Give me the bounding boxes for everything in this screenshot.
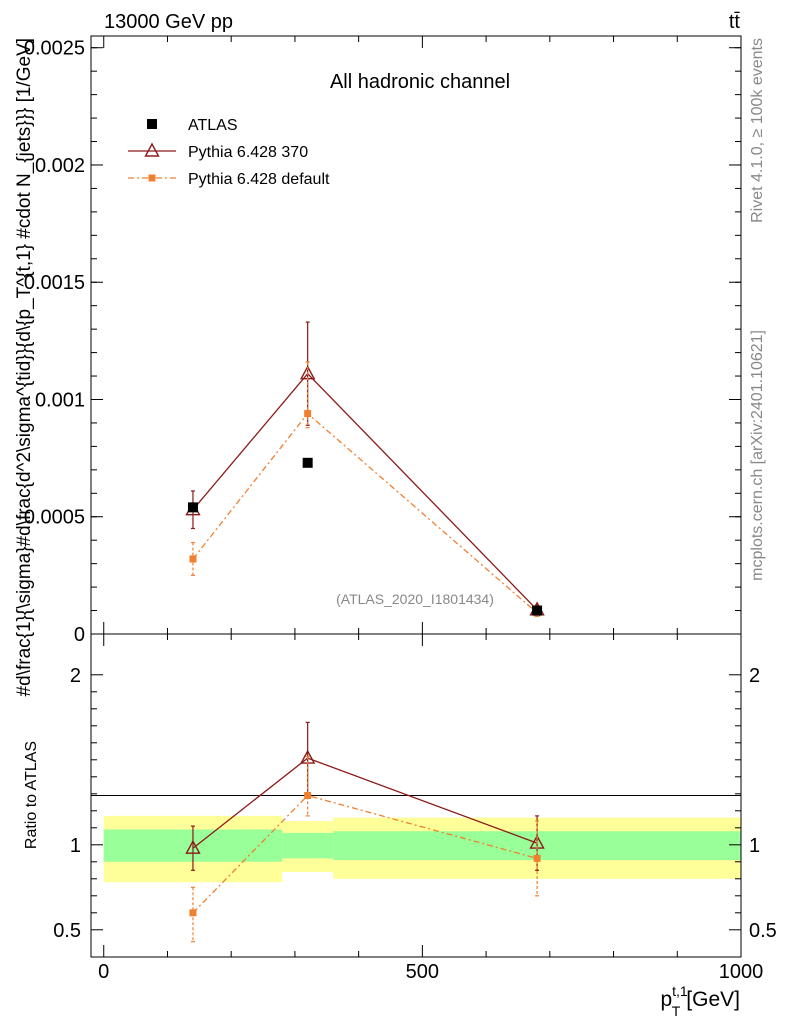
legend-marker-1 — [146, 144, 159, 156]
main-ytick-label-0: 0 — [74, 624, 85, 646]
ratio-xtick-label-2: 1000 — [719, 961, 764, 983]
data-point-0-0 — [188, 502, 198, 512]
ratio-ytick-label-right-0: 0.5 — [749, 920, 777, 942]
analysis-label: (ATLAS_2020_I1801434) — [336, 591, 494, 607]
ratio-xtick-label-1: 500 — [406, 961, 439, 983]
data-point-0-2 — [532, 606, 542, 616]
ratio-ytick-label-1: 1 — [70, 835, 81, 857]
ratio-ytick-label-right-1: 1 — [749, 835, 760, 857]
svg-text:pt,1T[GeV]: pt,1 T [GeV] — [660, 983, 740, 1019]
main-y-axis-label: #d\frac{1}{\sigma}#d\frac{d^2\sigma^{tid… — [14, 38, 35, 696]
energy-label: 13000 GeV pp — [104, 11, 233, 33]
chart-canvas: 13000 GeV pp tt̄ Rivet 4.1.0, ≥ 100k eve… — [0, 0, 786, 1024]
ratio-y-axis-label: Ratio to ATLAS — [23, 741, 40, 849]
legend-marker-2 — [149, 175, 156, 182]
inner-band-1 — [282, 833, 333, 859]
data-point-2-2 — [534, 855, 541, 862]
main-ytick-label-2: 0.001 — [35, 389, 85, 411]
ratio-ytick-label-2: 2 — [70, 665, 81, 687]
legend-label-1: Pythia 6.428 370 — [188, 144, 308, 161]
ratio-panel: 0 500 1000 0.5 0.5 1 1 2 2 Ratio to ATLAS — [23, 634, 777, 983]
ratio-ytick-label-0: 0.5 — [53, 920, 81, 942]
ratio-uncertainty-bands — [104, 816, 741, 882]
legend: ATLAS Pythia 6.428 370 Pythia 6.428 defaul… — [128, 117, 330, 188]
process-label: tt̄ — [729, 11, 741, 33]
rivet-label: Rivet 4.1.0, ≥ 100k events — [749, 38, 766, 223]
series-line-1 — [193, 374, 537, 610]
x-axis-label: pt,1 T [GeV] — [660, 983, 740, 1019]
series-line-2 — [193, 414, 537, 613]
data-point-0-1 — [303, 458, 313, 468]
data-point-2-0 — [189, 555, 196, 562]
main-ytick-label-4: 0.002 — [35, 155, 85, 177]
data-point-2-0 — [189, 909, 196, 916]
legend-marker-0 — [147, 119, 157, 129]
ratio-xtick-label-0: 0 — [98, 961, 109, 983]
legend-label-2: Pythia 6.428 default — [188, 171, 330, 188]
data-point-2-1 — [304, 792, 311, 799]
main-marks — [186, 322, 543, 616]
legend-label-0: ATLAS — [188, 117, 238, 134]
ratio-ytick-label-right-2: 2 — [749, 665, 760, 687]
ratio-axis-ticks: 0 500 1000 0.5 0.5 1 1 2 2 — [53, 634, 777, 983]
plot-title: All hadronic channel — [330, 71, 510, 93]
data-point-2-1 — [304, 410, 311, 417]
mcplots-label: mcplots.cern.ch [arXiv:2401.10621] — [749, 330, 766, 581]
